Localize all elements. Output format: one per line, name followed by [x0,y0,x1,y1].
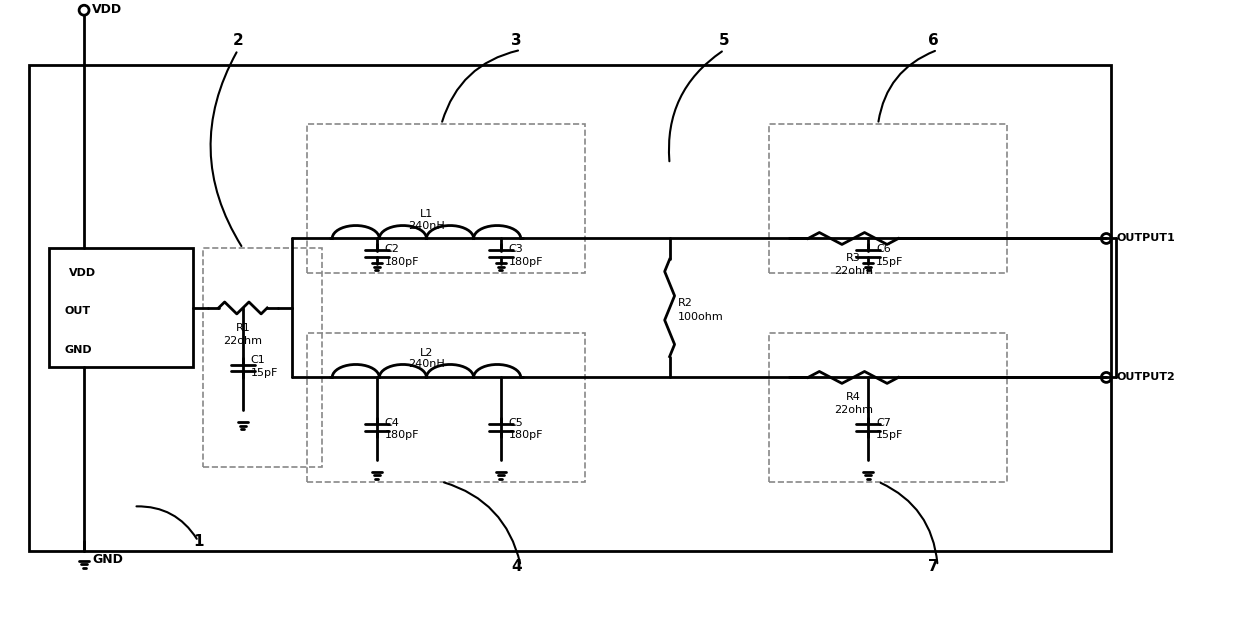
Text: 22ohm: 22ohm [833,267,873,276]
Text: 5: 5 [719,33,730,48]
Text: 15pF: 15pF [875,257,904,267]
Text: 180pF: 180pF [508,431,543,441]
Text: 1: 1 [193,534,203,549]
Text: VDD: VDD [92,2,123,15]
Text: OUT: OUT [64,306,91,316]
Text: C6: C6 [875,244,890,254]
Text: R1: R1 [236,323,250,333]
Text: 22ohm: 22ohm [223,336,263,346]
Text: C3: C3 [508,244,523,254]
Bar [308,333,585,482]
Text: C4: C4 [384,418,399,428]
Text: 180pF: 180pF [384,257,419,267]
Text: 3: 3 [511,33,522,48]
Bar [308,125,585,273]
Text: C2: C2 [384,244,399,254]
Text: 240nH: 240nH [408,220,445,231]
Text: 15pF: 15pF [875,431,904,441]
Text: 180pF: 180pF [508,257,543,267]
Text: 180pF: 180pF [384,431,419,441]
Text: L2: L2 [420,347,433,358]
Text: GND: GND [92,553,123,566]
Text: L1: L1 [420,209,433,218]
Text: 100ohm: 100ohm [677,312,723,322]
Text: C1: C1 [250,355,265,365]
Text: C5: C5 [508,418,523,428]
Bar [203,249,322,466]
Bar [30,65,1111,551]
Text: GND: GND [64,345,92,355]
Text: OUTPUT1: OUTPUT1 [1116,233,1176,244]
Text: R2: R2 [677,298,692,308]
Text: 4: 4 [511,559,522,574]
Text: 240nH: 240nH [408,360,445,370]
Text: 22ohm: 22ohm [833,405,873,415]
Text: 2: 2 [233,33,244,48]
Text: OUTPUT2: OUTPUT2 [1116,373,1176,383]
Text: C7: C7 [875,418,890,428]
Text: R3: R3 [846,254,861,263]
Text: 7: 7 [928,559,939,574]
Text: 6: 6 [928,33,939,48]
Bar [50,249,193,368]
Bar [769,333,1007,482]
Text: VDD: VDD [69,268,97,278]
Text: 15pF: 15pF [250,368,278,378]
Text: R4: R4 [846,392,861,402]
Bar [769,125,1007,273]
